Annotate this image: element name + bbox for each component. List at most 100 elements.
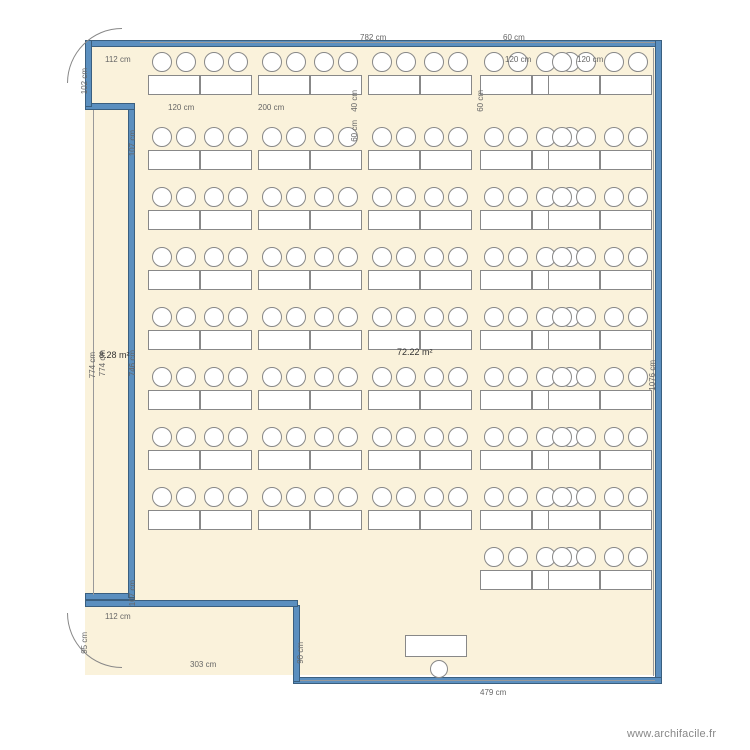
chair [424,247,444,267]
chair [228,127,248,147]
chair [552,247,572,267]
chair [338,367,358,387]
desk-table [148,270,200,290]
desk-table [548,150,600,170]
chair [508,367,528,387]
desk-table [258,330,310,350]
chair [314,367,334,387]
chair [262,427,282,447]
desk-table [600,330,652,350]
chair [396,187,416,207]
wall-segment [85,600,298,607]
chair [286,247,306,267]
chair [372,247,392,267]
chair [508,127,528,147]
chair [314,187,334,207]
chair [228,367,248,387]
desk-table [368,150,420,170]
chair [176,367,196,387]
desk-table [200,270,252,290]
chair [314,52,334,72]
desk-table [200,450,252,470]
chair [576,127,596,147]
chair [314,247,334,267]
dimension-label: 112 cm [105,612,131,621]
chair [484,427,504,447]
desk-table [368,510,420,530]
chair [508,427,528,447]
chair [396,247,416,267]
desk-table [258,390,310,410]
dimension-label: 112 cm [105,55,131,64]
desk-table [548,270,600,290]
chair [576,247,596,267]
desk-table [258,450,310,470]
chair [552,487,572,507]
chair [338,307,358,327]
desk-table [200,510,252,530]
chair [396,367,416,387]
desk-table [548,390,600,410]
chair [372,307,392,327]
chair [576,487,596,507]
chair [604,547,624,567]
desk-table [420,270,472,290]
chair [396,52,416,72]
dimension-label: 60 cm [476,90,485,112]
dimension-label: 60 cm [350,120,359,142]
desk-table [258,75,310,95]
desk-table [310,390,362,410]
chair [628,187,648,207]
desk-table [420,450,472,470]
chair [508,187,528,207]
dimension-label: 479 cm [480,688,506,697]
desk-table [310,450,362,470]
desk-table [600,150,652,170]
desk-table [600,450,652,470]
area-label: 8.28 m² [99,350,130,360]
desk-table [310,330,362,350]
dimension-label: 303 cm [190,660,216,669]
chair [286,307,306,327]
desk-table [600,270,652,290]
desk-table [600,510,652,530]
chair [338,487,358,507]
chair [204,52,224,72]
dimension-label: 102 cm [80,68,89,94]
chair [604,427,624,447]
chair [484,307,504,327]
chair [448,307,468,327]
desk-table [200,330,252,350]
dimension-label: 774 cm [88,352,97,378]
chair [576,187,596,207]
chair [286,487,306,507]
chair [372,187,392,207]
chair [176,127,196,147]
desk-table [148,150,200,170]
floorplan-canvas: www.archifacile.fr 782 cm60 cm120 cm120 … [0,0,750,750]
chair [552,127,572,147]
desk-table [368,390,420,410]
chair [484,367,504,387]
desk-table [148,450,200,470]
chair [484,52,504,72]
dimension-label: 60 cm [503,33,525,42]
chair [448,247,468,267]
desk-table [548,510,600,530]
desk-table [548,330,600,350]
chair [286,187,306,207]
dimension-label: 120 cm [505,55,531,64]
chair [448,127,468,147]
chair [152,487,172,507]
desk-table [148,510,200,530]
desk-table [480,330,532,350]
watermark-text: www.archifacile.fr [627,728,716,740]
desk-table [600,75,652,95]
chair [176,487,196,507]
desk-table [420,210,472,230]
chair [484,187,504,207]
chair [176,427,196,447]
chair [604,367,624,387]
desk-table [200,210,252,230]
desk-table [420,75,472,95]
